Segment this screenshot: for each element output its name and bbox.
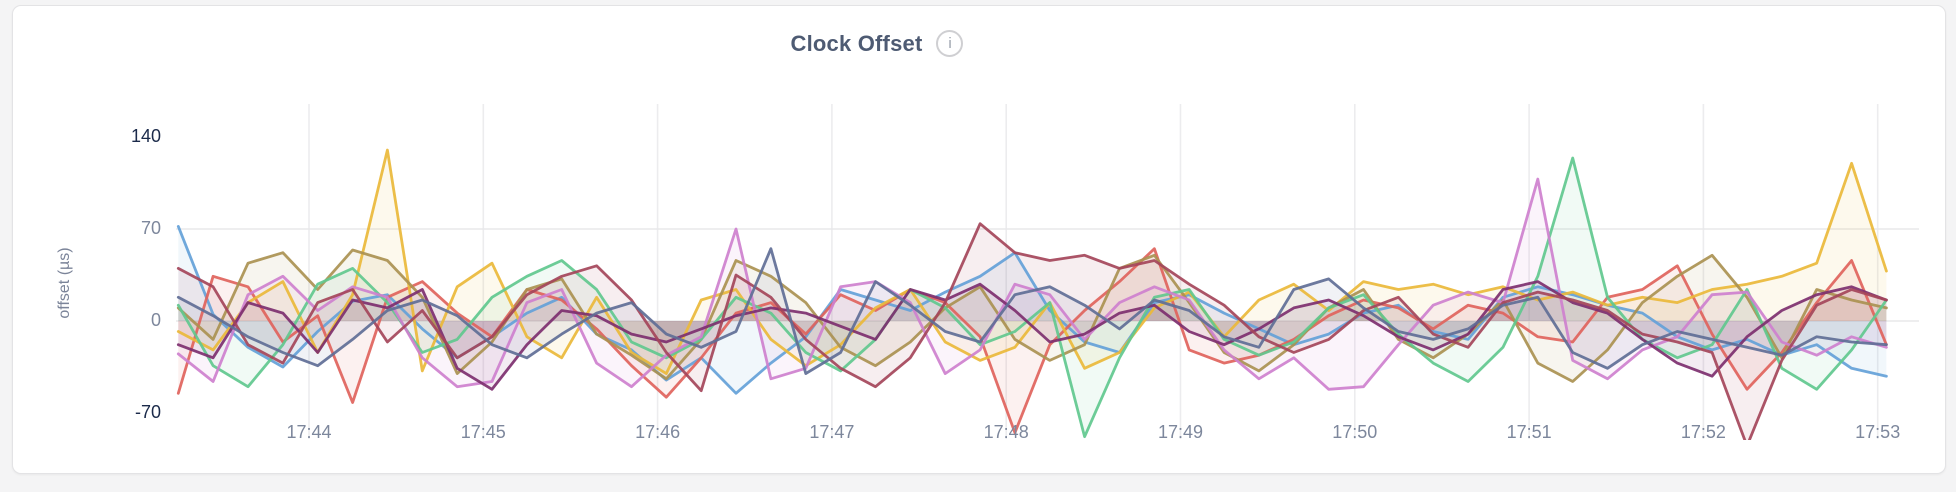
x-tick-17-46: 17:46 (635, 422, 681, 442)
x-tick-17-47: 17:47 (809, 422, 855, 442)
series-line-olive[interactable] (176, 248, 1888, 383)
x-tick-17-51: 17:51 (1506, 422, 1552, 442)
chart-title: Clock Offset (790, 30, 923, 56)
series-line-plum[interactable] (176, 280, 1888, 391)
series-area-plum (178, 281, 1887, 390)
x-tick-17-53: 17:53 (1855, 422, 1901, 442)
x-tick-17-52: 17:52 (1680, 422, 1726, 442)
series-area-slate (178, 248, 1887, 374)
clock-offset-chart-card: Clock Offset i offset (µs) 140 70 0 -70 17:… (12, 5, 1946, 474)
x-tick-17-45: 17:45 (460, 422, 506, 442)
y-tick-70: 70 (140, 217, 161, 238)
clock-offset-plot[interactable]: offset (µs) 140 70 0 -70 17:44 17:45 17:46 17:… (13, 6, 1956, 492)
x-tick-17-49: 17:49 (1157, 422, 1204, 442)
series-area-mint (178, 158, 1887, 437)
series-line-salmon[interactable] (176, 247, 1888, 435)
series-area-blue (178, 226, 1887, 394)
series-line-mint[interactable] (176, 156, 1888, 439)
y-axis-label: offset (µs) (56, 247, 73, 319)
y-tick--70: -70 (134, 402, 161, 422)
chart-canvas[interactable] (13, 6, 1956, 492)
info-icon[interactable]: i (936, 30, 964, 57)
chart-header: Clock Offset i (0, 30, 1843, 57)
x-tick-17-50: 17:50 (1332, 422, 1378, 442)
series-line-slate[interactable] (176, 247, 1888, 376)
series-line-maroon[interactable] (176, 222, 1888, 446)
y-tick-0: 0 (150, 310, 161, 330)
x-tick-17-48: 17:48 (983, 422, 1029, 442)
series-area-maroon (178, 223, 1887, 440)
y-tick-140: 140 (130, 125, 161, 146)
series-area-salmon (178, 248, 1887, 433)
x-tick-17-44: 17:44 (286, 422, 332, 442)
series-area-gold (178, 150, 1887, 374)
